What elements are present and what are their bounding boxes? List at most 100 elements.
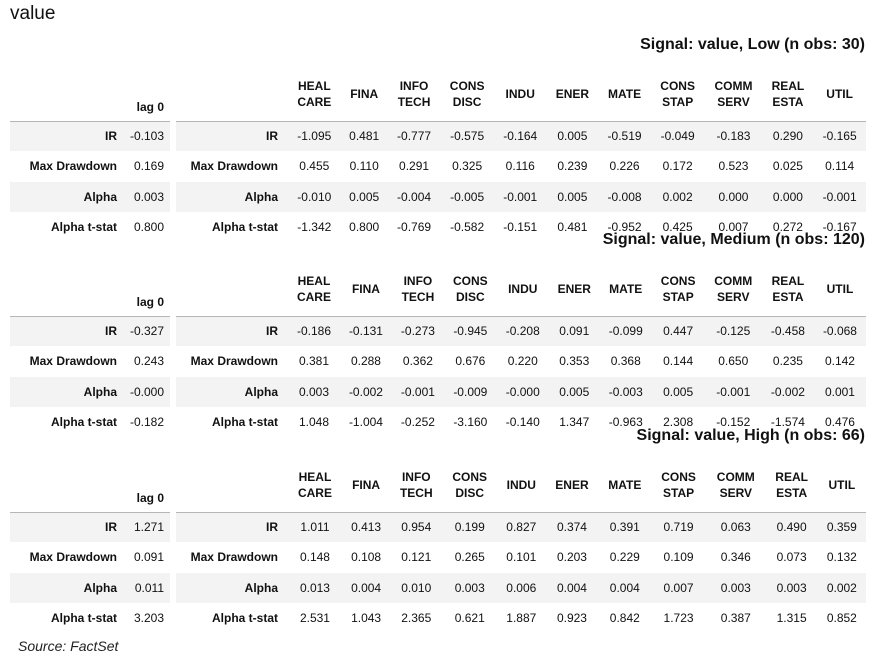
sector-header: HEAL CARE (288, 251, 340, 317)
sector-value: -0.004 (397, 189, 432, 204)
sector-value: 0.025 (772, 159, 803, 174)
sector-header-line: COMM (714, 274, 753, 289)
sector-header-line: ENER (557, 282, 591, 297)
sector-value: -0.001 (716, 384, 751, 399)
sector-value: 1.011 (300, 520, 330, 535)
sector-value: 0.226 (609, 159, 640, 174)
row-label: Max Drawdown (190, 550, 278, 565)
sector-header: FINA (340, 56, 388, 122)
sector-value: 0.353 (559, 354, 590, 369)
table-row: IR -0.186 -0.131 -0.273 -0.945 -0.208 0.091 -0.… (176, 316, 866, 347)
row-label: Alpha t-stat (212, 219, 278, 234)
sector-header-line: MATE (608, 87, 642, 102)
lag-header: lag 0 (127, 251, 170, 317)
sector-value: 0.455 (299, 159, 330, 174)
sector-value: 0.425 (662, 219, 693, 234)
sector-value: 0.923 (556, 610, 587, 625)
signal-block: Signal: value, High (n obs: 66) lag 0 IR 1.… (0, 427, 879, 625)
sector-header: REAL ESTA (765, 447, 818, 513)
sector-value: -0.003 (608, 384, 643, 399)
sector-value: 0.447 (663, 324, 694, 339)
sector-value: -0.208 (505, 324, 540, 339)
sector-value: 1.048 (298, 414, 329, 429)
sector-header: UTIL (817, 447, 866, 513)
sector-value: 0.199 (454, 520, 485, 535)
sector-value: -0.519 (607, 129, 642, 144)
sector-value: 0.239 (557, 159, 588, 174)
signal-title: Signal: value, Low (n obs: 30) (640, 36, 865, 53)
sector-header-line: MATE (609, 282, 643, 297)
sector-value: 1.043 (351, 610, 382, 625)
table-row: Alpha 0.003 (10, 181, 170, 212)
lag-value: 3.203 (133, 610, 164, 625)
sector-value: -0.458 (770, 324, 805, 339)
sector-header-line: UTIL (826, 282, 854, 297)
sector-header-line: SERV (719, 486, 753, 501)
table-row: IR 1.271 (10, 512, 170, 543)
sector-value: 0.148 (299, 550, 330, 565)
sector-value: 0.005 (559, 384, 590, 399)
sector-value: 0.109 (663, 550, 694, 565)
sector-value: -0.002 (770, 384, 805, 399)
sector-value: 0.481 (349, 129, 380, 144)
sector-value: 0.800 (349, 219, 380, 234)
sector-value: -0.952 (607, 219, 642, 234)
sector-value: 0.013 (299, 580, 330, 595)
sector-header: UTIL (813, 251, 866, 317)
sector-header: CONS DISC (440, 56, 494, 122)
table-row: Max Drawdown 0.455 0.110 0.291 0.325 0.116 0.2… (176, 151, 866, 181)
lag-value: 0.243 (133, 354, 164, 369)
sector-value: 0.288 (350, 354, 381, 369)
sector-value: -0.186 (296, 324, 331, 339)
sector-header: COMM SERV (704, 251, 762, 317)
sector-header-line: REAL (771, 274, 805, 289)
sector-header: HEAL CARE (288, 56, 341, 122)
sector-value: -1.095 (297, 129, 332, 144)
sector-value: -0.001 (400, 384, 435, 399)
row-label: Max Drawdown (29, 550, 117, 565)
sector-header: INDU (493, 56, 547, 122)
row-label: Alpha t-stat (51, 414, 117, 429)
sector-value: 0.142 (824, 354, 855, 369)
table-row: Alpha t-stat 3.203 (10, 603, 170, 633)
sector-header-line: UTIL (828, 478, 856, 493)
sector-header: INDU (496, 251, 549, 317)
sector-header-line: STAP (662, 95, 694, 110)
row-label: IR (105, 129, 117, 144)
source-note: Source: FactSet (18, 638, 119, 654)
sector-value: 0.374 (556, 520, 587, 535)
sector-value: -1.004 (348, 414, 383, 429)
sector-header-line: CONS (661, 470, 696, 485)
sector-value: 0.220 (507, 354, 538, 369)
row-label: IR (266, 324, 278, 339)
row-label: Max Drawdown (29, 354, 117, 369)
corner-header (10, 447, 127, 513)
sector-header-line: INDU (505, 87, 535, 102)
sector-value: 0.676 (455, 354, 486, 369)
sector-value: 0.172 (662, 159, 693, 174)
sector-header: ENER (548, 251, 600, 317)
sector-header-line: CONS (660, 274, 696, 289)
row-label: IR (266, 520, 278, 535)
sector-value: 0.523 (718, 159, 749, 174)
sector-header-line: FINA (352, 478, 381, 493)
sector-header-line: UTIL (826, 87, 853, 102)
table-row: IR 1.011 0.413 0.954 0.199 0.827 0.374 0.391 0.7… (176, 512, 866, 543)
signal-block: Signal: value, Low (n obs: 30) lag 0 IR -0.… (0, 36, 879, 234)
sector-value: -0.183 (716, 129, 751, 144)
lag-header: lag 0 (127, 447, 170, 513)
sector-value: 0.368 (610, 354, 641, 369)
sector-header-line: REAL (775, 470, 808, 485)
sector-header-line: HEAL (297, 79, 331, 94)
sector-header-line: INFO (401, 470, 431, 485)
sector-value: 0.005 (557, 129, 588, 144)
sector-value: 1.347 (559, 414, 590, 429)
sector-value: 0.005 (349, 189, 380, 204)
table-row: IR -0.103 (10, 121, 170, 152)
sector-value: 0.842 (609, 610, 640, 625)
sector-value: 0.229 (609, 550, 640, 565)
sector-value: 0.325 (452, 159, 483, 174)
sector-value: -0.010 (297, 189, 332, 204)
lag-value: 0.003 (133, 189, 164, 204)
sector-header-line: TECH (397, 95, 431, 110)
